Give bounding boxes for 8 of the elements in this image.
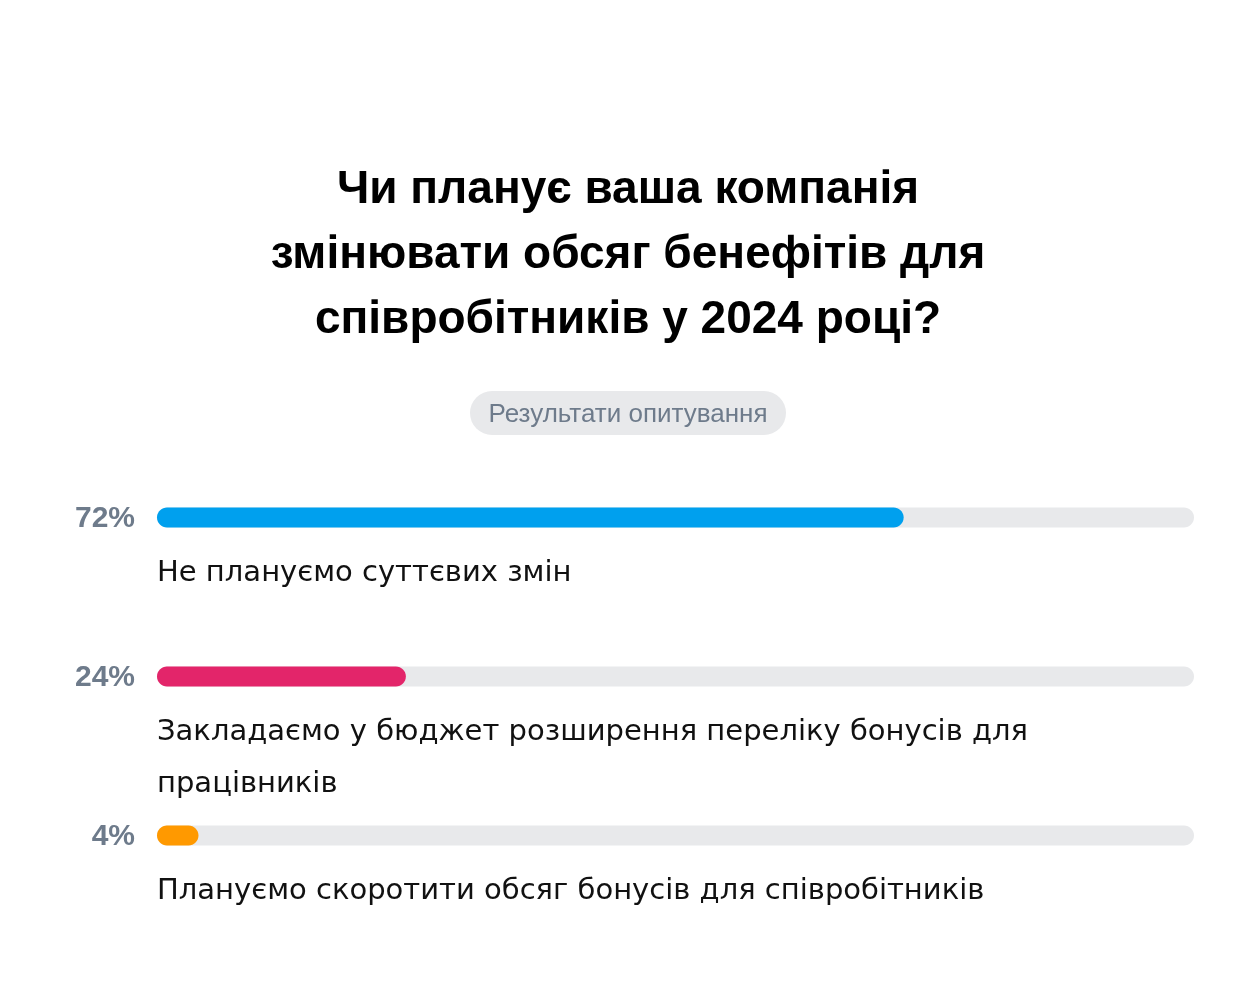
chart-subtitle: Результати опитування — [488, 398, 768, 428]
y-tick-label: Плануємо скоротити обсяг бонусів для співробітників — [157, 871, 985, 906]
data-label: 24% — [74, 658, 135, 692]
data-label: 72% — [74, 499, 135, 533]
chart-title: Чи планує ваша компанія змінювати обсяг бенефітів для співробітників у 2024 році? — [270, 161, 986, 343]
y-tick-label: Закладаємо у бюджет розширення переліку бонусів для працівників — [157, 712, 1028, 799]
y-tick-label: Не плануємо суттєвих змін — [157, 553, 572, 588]
data-label: 4% — [91, 817, 135, 851]
